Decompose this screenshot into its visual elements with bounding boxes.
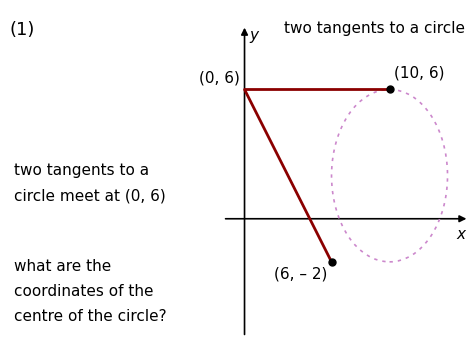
Text: (0, 6): (0, 6)	[199, 70, 240, 85]
Text: x: x	[456, 227, 465, 242]
Text: y: y	[249, 28, 258, 43]
Text: what are the: what are the	[14, 259, 111, 274]
Text: (1): (1)	[9, 21, 35, 39]
Text: (10, 6): (10, 6)	[394, 66, 444, 81]
Text: (6, – 2): (6, – 2)	[274, 266, 327, 281]
Text: coordinates of the: coordinates of the	[14, 284, 154, 299]
Text: two tangents to a circle: two tangents to a circle	[283, 21, 465, 36]
Text: circle meet at (0, 6): circle meet at (0, 6)	[14, 188, 166, 203]
Text: two tangents to a: two tangents to a	[14, 163, 149, 178]
Text: centre of the circle?: centre of the circle?	[14, 309, 167, 324]
